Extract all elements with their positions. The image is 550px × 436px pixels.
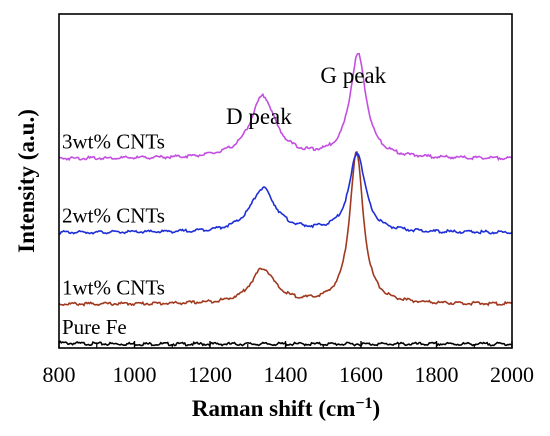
series-line-3 bbox=[58, 52, 513, 162]
series-label-1: 1wt% CNTs bbox=[62, 275, 165, 299]
annotation-1: G peak bbox=[320, 63, 386, 88]
series-group bbox=[58, 52, 513, 347]
series-label-3: 3wt% CNTs bbox=[62, 130, 165, 154]
x-axis-title-close: ) bbox=[373, 396, 381, 421]
annotation-0: D peak bbox=[226, 104, 292, 129]
series-label-2: 2wt% CNTs bbox=[62, 204, 165, 228]
y-axis-title: Intensity (a.u.) bbox=[14, 109, 39, 253]
x-axis-title-superscript: −1 bbox=[355, 395, 372, 412]
x-tick-label-3: 1400 bbox=[264, 362, 308, 387]
peak-annotations: D peak G peak bbox=[226, 63, 387, 129]
x-axis-tick-labels: 800 1000 1200 1400 1600 1800 2000 bbox=[43, 362, 535, 387]
series-labels: Pure Fe 1wt% CNTs 2wt% CNTs 3wt% CNTs bbox=[62, 130, 165, 339]
series-line-2 bbox=[58, 151, 513, 235]
x-tick-label-1: 1000 bbox=[113, 362, 157, 387]
x-tick-label-0: 800 bbox=[43, 362, 76, 387]
x-axis-ticks bbox=[58, 341, 513, 348]
x-axis-title-main: Raman shift (cm bbox=[192, 396, 356, 421]
series-line-1 bbox=[58, 150, 513, 307]
x-tick-label-5: 1800 bbox=[415, 362, 459, 387]
x-tick-label-6: 2000 bbox=[490, 362, 534, 387]
x-axis-title: Raman shift (cm−1) bbox=[192, 395, 380, 421]
series-label-0: Pure Fe bbox=[62, 315, 127, 339]
x-tick-label-2: 1200 bbox=[188, 362, 232, 387]
x-tick-label-4: 1600 bbox=[339, 362, 383, 387]
